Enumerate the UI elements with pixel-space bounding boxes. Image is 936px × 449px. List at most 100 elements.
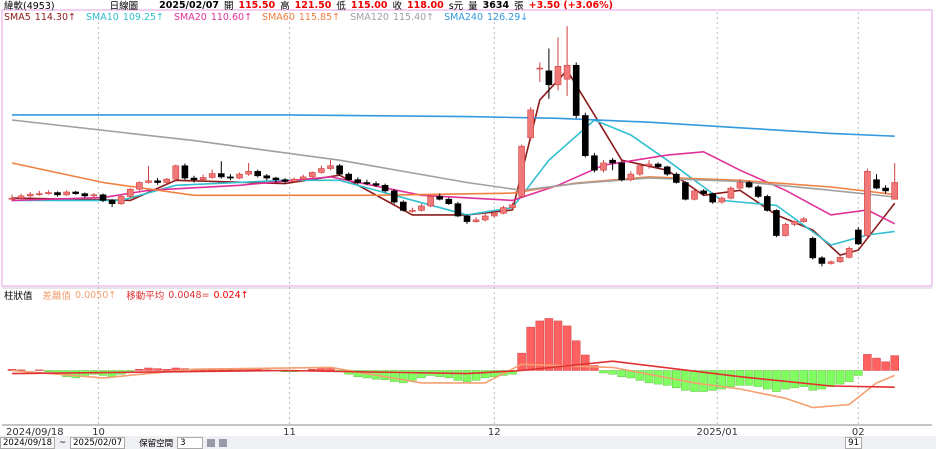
header: 緯軟(4953) 日線圖 2025/02/07 開 115.50 高 121.5… [4, 0, 613, 12]
legend-value: 109.25↑ [122, 12, 165, 23]
legend-name: SMA10 [85, 12, 119, 23]
candle-body [35, 193, 43, 195]
candle-body [372, 183, 380, 186]
histogram-bar [826, 370, 836, 387]
period: 日線圖 [109, 1, 139, 12]
end-date[interactable]: 2025/02/07 [70, 436, 126, 449]
histogram-bar [863, 354, 872, 371]
volume-label: 量 [468, 1, 478, 12]
candle-body [409, 210, 416, 212]
histogram-bar [153, 368, 162, 371]
candle-body [609, 159, 616, 164]
candle-body [454, 203, 462, 217]
histogram-bar [608, 370, 617, 375]
candle-body [463, 215, 471, 222]
candle-body [327, 165, 334, 169]
candle-body [354, 179, 362, 183]
candle-body [154, 180, 161, 183]
legend-name: 移動平均 [126, 291, 165, 302]
histogram-bar [590, 365, 599, 371]
histogram-bar [44, 370, 53, 372]
candle-body [163, 178, 170, 183]
ma-legend: SMA5 114.30↑ SMA10 109.25↑ SMA20 110.60↑ SMA60… [4, 12, 528, 23]
histogram-bar [844, 370, 854, 382]
histogram-bar [471, 370, 481, 381]
low-label: 低 [336, 1, 346, 12]
close-label: 收 [392, 1, 403, 12]
candle-body [882, 187, 889, 192]
candle-body [518, 145, 525, 197]
start-date[interactable]: 2024/09/18 [0, 436, 55, 449]
candle-body [581, 115, 589, 157]
count: 91 [845, 436, 862, 449]
candle-body [272, 177, 280, 181]
candle-body [672, 173, 680, 183]
ma-line [11, 119, 895, 198]
toolbar: 2024/09/18 ~ 2025/02/07 保留空間 3 91 [0, 436, 936, 449]
x-tick-label: 12 [488, 427, 501, 438]
icon[interactable] [207, 438, 216, 447]
legend-value: 114.30↑ [34, 12, 76, 23]
candle-body [782, 224, 789, 236]
x-tick-label: 2024/09/18 [6, 427, 64, 438]
histogram-bar [399, 370, 408, 384]
candle-body [591, 155, 598, 171]
histogram-bar [872, 357, 881, 371]
candle-body [72, 191, 79, 194]
candle-body [818, 257, 826, 264]
macd-legend: 柱狀值 差離值 0.0050↑ 移動平均 0.0048= 0.024↑ [4, 288, 249, 303]
candle-body [99, 194, 107, 201]
candle-body [17, 195, 25, 199]
histogram-bar [708, 370, 717, 391]
histogram-bar [717, 370, 727, 390]
candle-body [418, 205, 425, 211]
candle-body [490, 212, 498, 217]
candle-body [436, 196, 444, 200]
histogram-bar [544, 318, 554, 371]
histogram-bar [526, 326, 535, 371]
open: 115.50 [238, 0, 276, 11]
main-frame [1, 9, 933, 287]
legend-value: 110.60↑ [210, 12, 253, 23]
icon[interactable] [219, 438, 228, 447]
candle-body [645, 163, 653, 167]
close: 118.00 [407, 0, 444, 11]
high-label: 高 [280, 1, 290, 12]
legend-value: 115.85↑ [298, 12, 341, 23]
candle-body [281, 179, 289, 182]
reserve[interactable]: 3 [177, 436, 204, 449]
candle-body [218, 173, 225, 178]
histogram-bar [599, 370, 608, 374]
candle-body [481, 215, 489, 221]
candle-body [345, 173, 353, 181]
ma-line [12, 114, 895, 137]
legend-name: SMA5 [4, 12, 31, 23]
candle-body [509, 204, 516, 208]
histogram-bar [690, 370, 699, 392]
legend-name: SMA240 [444, 12, 483, 23]
histogram-bar [644, 370, 654, 384]
candle-body [736, 182, 744, 189]
candle-body [190, 177, 198, 181]
candle-body [754, 186, 762, 197]
histogram-bar [7, 368, 17, 371]
candle-body [245, 171, 252, 175]
candle-body [308, 172, 316, 178]
date: 2025/02/07 [159, 0, 219, 11]
candle-body [390, 190, 398, 203]
candle-body [81, 193, 89, 197]
histogram-bar [890, 355, 899, 371]
candle-body [709, 193, 717, 203]
candle-body [54, 192, 61, 196]
histogram-bar [389, 370, 399, 382]
candle-body [45, 192, 52, 194]
candle-body [572, 64, 580, 116]
histogram-bar [781, 370, 790, 390]
candle-body [682, 182, 689, 200]
unit: s元 [448, 1, 464, 12]
histogram-bar [71, 370, 80, 379]
legend-value: 115.40↑ [392, 12, 435, 23]
candle-body [254, 171, 261, 177]
candle-body [854, 229, 862, 245]
